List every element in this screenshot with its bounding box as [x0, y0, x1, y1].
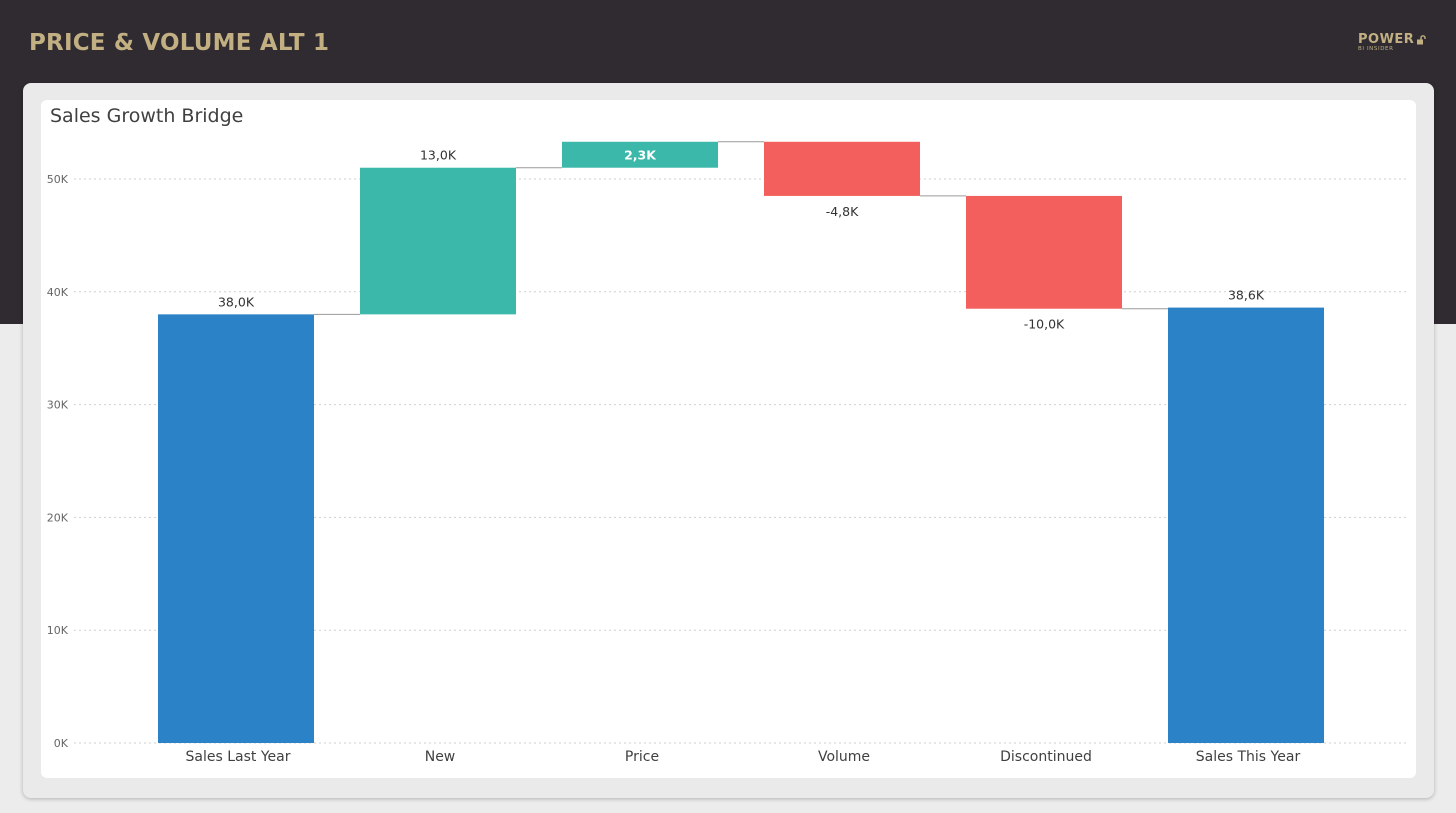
y-tick-label: 30K [47, 399, 69, 412]
x-category-label: Price [625, 749, 659, 765]
y-tick-label: 40K [47, 286, 69, 299]
data-label: 2,3K [624, 148, 657, 163]
brand-logo: POWER BI INSIDER [1358, 32, 1427, 53]
brand-name: POWER [1358, 32, 1415, 47]
bar-price[interactable] [562, 141, 718, 168]
page-title: PRICE & VOLUME ALT 1 [29, 30, 330, 56]
bar-discontinued[interactable] [966, 195, 1122, 309]
y-tick-label: 10K [47, 624, 69, 637]
brand-subtitle: BI INSIDER [1358, 46, 1394, 52]
data-label: 38,6K [1228, 288, 1265, 303]
x-category-label: New [425, 749, 456, 765]
bar-new[interactable] [360, 167, 516, 315]
x-category-label: Discontinued [1000, 749, 1092, 765]
bar-sales-last-year[interactable] [158, 314, 314, 743]
x-category-label: Sales Last Year [186, 749, 291, 765]
lock-icon [1417, 34, 1427, 44]
bar-volume[interactable] [764, 141, 920, 196]
data-label: 38,0K [218, 294, 255, 309]
y-tick-label: 20K [47, 511, 69, 524]
bar-sales-this-year[interactable] [1168, 307, 1324, 743]
data-label: -4,8K [826, 204, 859, 219]
x-category-label: Volume [818, 749, 870, 765]
y-tick-label: 50K [47, 173, 69, 186]
data-label: -10,0K [1024, 317, 1065, 332]
x-category-label: Sales This Year [1196, 749, 1301, 765]
y-tick-label: 0K [54, 737, 69, 750]
chart-title: Sales Growth Bridge [50, 105, 244, 127]
data-label: 13,0K [420, 148, 457, 163]
